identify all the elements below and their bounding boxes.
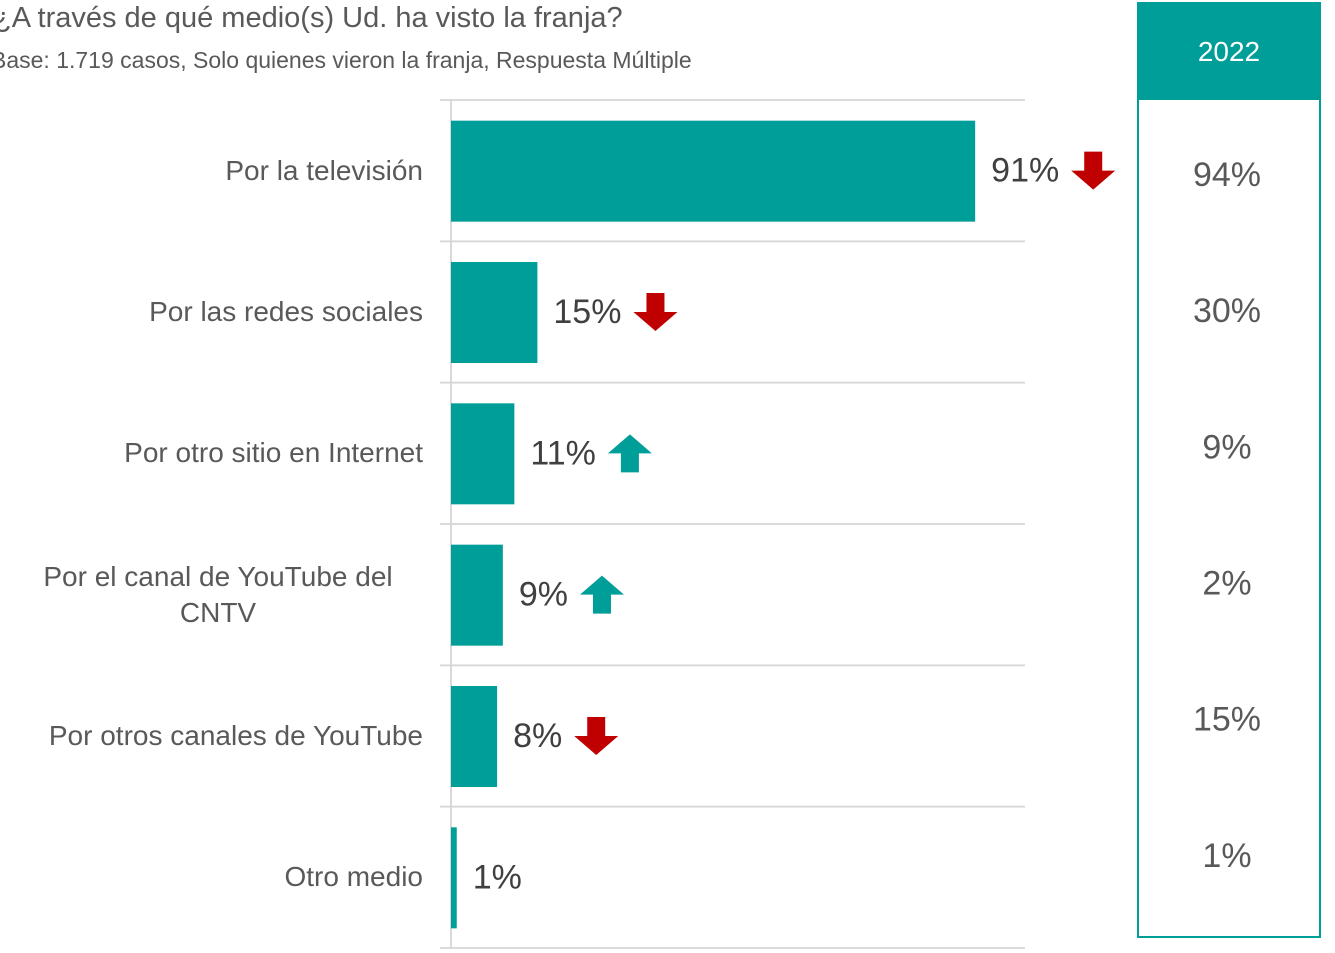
chart-title: ¿A través de qué medio(s) Ud. ha visto l… xyxy=(0,2,623,34)
bar xyxy=(451,827,457,929)
category-label: Por otro sitio en Internet xyxy=(124,437,423,469)
value-label: 11% xyxy=(530,434,596,472)
category-label-box: Por otros canales de YouTube xyxy=(49,665,423,807)
comparison-title: 2022 xyxy=(1198,36,1260,67)
value-label: 9% xyxy=(519,576,568,614)
trend-arrow xyxy=(607,434,652,473)
comparison-value: 15% xyxy=(1193,701,1261,739)
comparison-value: 2% xyxy=(1202,564,1251,602)
category-label-box: Por la televisión xyxy=(225,100,423,242)
category-label: Por la televisión xyxy=(225,154,423,186)
trend-arrow xyxy=(579,575,624,614)
value-label: 15% xyxy=(553,293,621,331)
bar xyxy=(451,403,515,505)
value-label: 91% xyxy=(991,152,1059,190)
trend-arrow xyxy=(574,717,619,755)
category-label: Por otros canales de YouTube xyxy=(48,720,423,751)
value-label: 8% xyxy=(513,717,562,755)
comparison-value: 9% xyxy=(1202,428,1251,466)
category-label-box: Por el canal de YouTube del CNTV xyxy=(13,524,423,666)
trend-arrow xyxy=(1071,151,1116,190)
comparison-value: 30% xyxy=(1193,292,1261,330)
category-label-box: Por las redes sociales xyxy=(149,241,423,383)
bar xyxy=(451,544,503,646)
comparison-header xyxy=(1138,3,1320,100)
comparison-panel xyxy=(1137,2,1321,938)
comparison-value: 1% xyxy=(1202,837,1251,875)
category-label: Otro medio xyxy=(284,861,424,893)
category-label: Por las redes sociales xyxy=(149,296,423,327)
bar xyxy=(451,686,498,787)
value-label: 1% xyxy=(473,858,522,896)
chart-subtitle: Base: 1.719 casos, Solo quienes vieron l… xyxy=(0,47,692,73)
bar xyxy=(451,262,538,363)
bar xyxy=(451,120,976,222)
trend-arrow xyxy=(633,293,678,331)
category-label: Por el canal de YouTube del CNTV xyxy=(43,560,393,628)
category-label-box: Por otro sitio en Internet xyxy=(124,382,423,524)
category-label-box: Otro medio xyxy=(285,806,424,948)
comparison-value: 94% xyxy=(1193,156,1261,194)
